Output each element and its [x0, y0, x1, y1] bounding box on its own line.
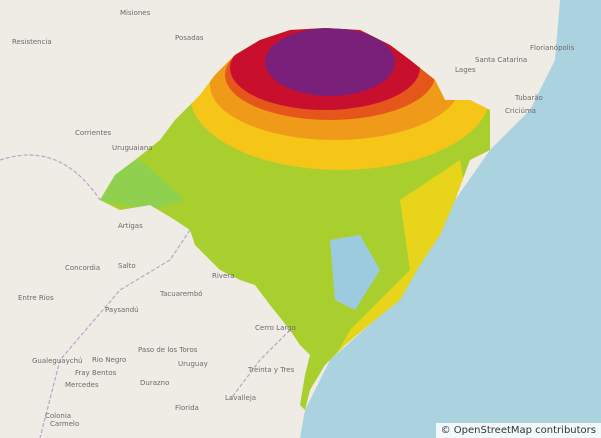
place-label: Posadas — [175, 34, 204, 42]
place-label: Mercedes — [65, 381, 99, 389]
place-label: Florianópolis — [530, 44, 575, 52]
place-label: Durazno — [140, 379, 169, 387]
place-label: Misiones — [120, 9, 151, 17]
place-label: Paysandú — [105, 306, 139, 314]
place-label: Artigas — [118, 222, 143, 230]
region — [100, 160, 185, 210]
place-label: Criciúma — [505, 107, 536, 115]
place-label: Entre Ríos — [18, 294, 54, 302]
place-label: Uruguay — [178, 360, 208, 368]
region — [265, 28, 395, 96]
attribution: © OpenStreetMap contributors — [435, 423, 601, 438]
place-label: Rio Negro — [92, 356, 126, 364]
place-label: Tacuarembó — [159, 290, 203, 298]
place-label: Uruguaiana — [112, 144, 153, 152]
place-label: Salto — [118, 262, 136, 270]
place-label: Concordia — [65, 264, 100, 272]
place-label: Rivera — [212, 272, 234, 280]
place-label: Fray Bentos — [75, 369, 117, 377]
place-label: Santa Catarina — [475, 56, 527, 64]
place-label: Corrientes — [75, 129, 112, 137]
place-label: Resistencia — [12, 38, 52, 46]
place-label: Lavalleja — [225, 394, 256, 402]
place-label: Tubarão — [514, 94, 543, 102]
place-label: Lages — [455, 66, 476, 74]
border — [0, 154, 291, 438]
place-label: Cerro Largo — [255, 324, 296, 332]
place-label: Florida — [175, 404, 199, 412]
place-label: Paso de los Toros — [138, 346, 198, 354]
ocean — [300, 0, 601, 438]
lagoon — [330, 235, 380, 310]
place-label: Colonia — [45, 412, 71, 420]
place-label: Gualeguaychú — [32, 357, 82, 365]
place-label: Carmelo — [50, 420, 79, 428]
place-label: Treinta y Tres — [247, 366, 295, 374]
